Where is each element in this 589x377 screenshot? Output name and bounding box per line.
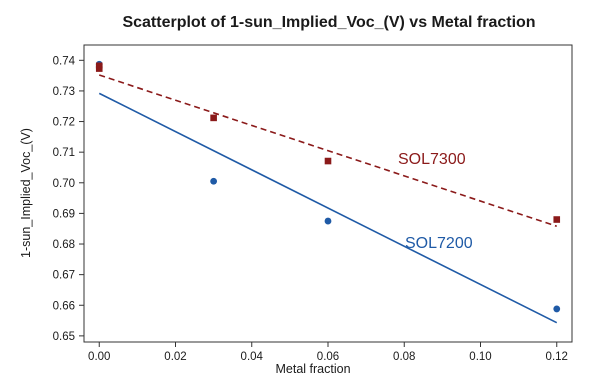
x-tick-label: 0.06 xyxy=(317,351,339,363)
x-tick-label: 0.04 xyxy=(241,351,264,363)
fit-line-sol7200 xyxy=(98,92,558,324)
point-sol7200 xyxy=(324,217,332,225)
series-label-sol7300: SOL7300 xyxy=(398,151,466,168)
point-sol7300 xyxy=(324,157,332,165)
y-tick-label: 0.69 xyxy=(53,208,75,220)
x-tick-label: 0.10 xyxy=(469,351,491,363)
y-axis-title: 1-sun_Implied_Voc_(V) xyxy=(19,128,33,258)
data-points xyxy=(95,60,561,313)
y-tick-label: 0.73 xyxy=(53,86,75,98)
x-axis-ticks: 0.00 0.02 0.04 0.06 0.08 0.10 0.12 xyxy=(88,342,568,363)
y-tick-label: 0.70 xyxy=(53,178,75,190)
y-tick-label: 0.67 xyxy=(53,270,75,282)
point-sol7300 xyxy=(95,65,103,72)
point-sol7200 xyxy=(210,177,218,185)
point-sol7300 xyxy=(210,114,217,122)
x-tick-label: 0.12 xyxy=(546,351,568,363)
series-label-sol7200: SOL7200 xyxy=(405,235,473,252)
y-tick-label: 0.68 xyxy=(53,239,75,251)
chart-title: Scatterplot of 1-sun_Implied_Voc_(V) vs … xyxy=(122,14,535,31)
point-sol7300 xyxy=(553,216,561,223)
y-tick-label: 0.65 xyxy=(53,331,75,343)
x-tick-label: 0.02 xyxy=(164,351,186,363)
x-tick-label: 0.00 xyxy=(88,351,110,363)
point-sol7200 xyxy=(553,305,561,313)
y-tick-label: 0.74 xyxy=(53,55,76,67)
fit-lines xyxy=(98,74,558,324)
fit-line-sol7300 xyxy=(98,74,558,228)
y-tick-label: 0.66 xyxy=(53,300,75,312)
y-axis-ticks: 0.65 0.66 0.67 0.68 0.69 0.70 0.71 0.72 0.73 0.74 xyxy=(53,55,84,343)
x-axis-title: Metal fraction xyxy=(275,362,350,376)
x-tick-label: 0.08 xyxy=(393,351,415,363)
y-tick-label: 0.72 xyxy=(53,117,75,129)
y-tick-label: 0.71 xyxy=(53,147,75,159)
